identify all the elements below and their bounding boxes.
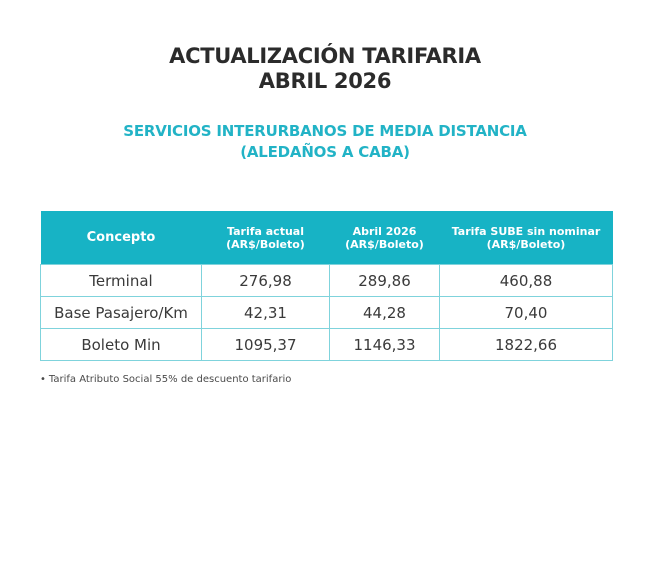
cell-abril-2026: 44,28 xyxy=(329,296,440,329)
title-line-2: ABRIL 2026 xyxy=(258,69,392,93)
page-title: ACTUALIZACIÓN TARIFARIA ABRIL 2026 xyxy=(0,44,650,94)
cell-sube-sin-nominar: 70,40 xyxy=(439,296,613,329)
cell-abril-2026: 289,86 xyxy=(329,264,440,297)
table-row: Terminal 276,98 289,86 460,88 xyxy=(40,264,613,297)
column-header-concepto: Concepto xyxy=(40,211,202,265)
cell-sube-sin-nominar: 1822,66 xyxy=(439,328,613,361)
column-header-sube-sin-nominar: Tarifa SUBE sin nominar (AR$/Boleto) xyxy=(439,211,613,265)
column-header-tarifa-actual: Tarifa actual (AR$/Boleto) xyxy=(201,211,330,265)
column-header-abril-2026: Abril 2026 (AR$/Boleto) xyxy=(329,211,440,265)
cell-concepto: Terminal xyxy=(40,264,202,297)
cell-tarifa-actual: 276,98 xyxy=(201,264,330,297)
table-row: Boleto Min 1095,37 1146,33 1822,66 xyxy=(40,328,613,361)
page-subtitle: SERVICIOS INTERURBANOS DE MEDIA DISTANCI… xyxy=(0,121,650,163)
cell-abril-2026: 1146,33 xyxy=(329,328,440,361)
title-line-1: ACTUALIZACIÓN TARIFARIA xyxy=(169,44,481,68)
table-header-row: Concepto Tarifa actual (AR$/Boleto) Abri… xyxy=(40,211,613,265)
fare-table: Concepto Tarifa actual (AR$/Boleto) Abri… xyxy=(40,211,613,361)
cell-concepto: Base Pasajero/Km xyxy=(40,296,202,329)
bullet-icon: • xyxy=(40,374,46,385)
cell-concepto: Boleto Min xyxy=(40,328,202,361)
cell-tarifa-actual: 42,31 xyxy=(201,296,330,329)
subtitle-line-1: SERVICIOS INTERURBANOS DE MEDIA DISTANCI… xyxy=(123,122,527,140)
footnote-text: Tarifa Atributo Social 55% de descuento … xyxy=(48,374,292,385)
subtitle-line-2: (ALEDAÑOS A CABA) xyxy=(240,143,410,161)
table-row: Base Pasajero/Km 42,31 44,28 70,40 xyxy=(40,296,613,329)
cell-sube-sin-nominar: 460,88 xyxy=(439,264,613,297)
cell-tarifa-actual: 1095,37 xyxy=(201,328,330,361)
footnote: • Tarifa Atributo Social 55% de descuento… xyxy=(40,374,291,385)
